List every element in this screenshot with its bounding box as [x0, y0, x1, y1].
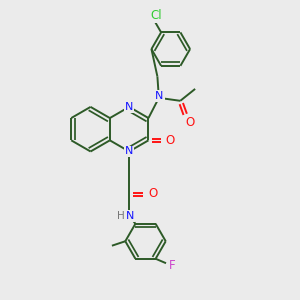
Text: F: F — [169, 259, 175, 272]
Text: O: O — [185, 116, 194, 129]
Text: N: N — [125, 102, 134, 112]
Text: Cl: Cl — [150, 9, 162, 22]
Text: N: N — [125, 146, 134, 157]
Text: N: N — [155, 92, 164, 101]
Text: H: H — [117, 211, 125, 221]
Text: O: O — [148, 188, 158, 200]
Text: O: O — [166, 134, 175, 147]
Text: N: N — [126, 211, 134, 221]
